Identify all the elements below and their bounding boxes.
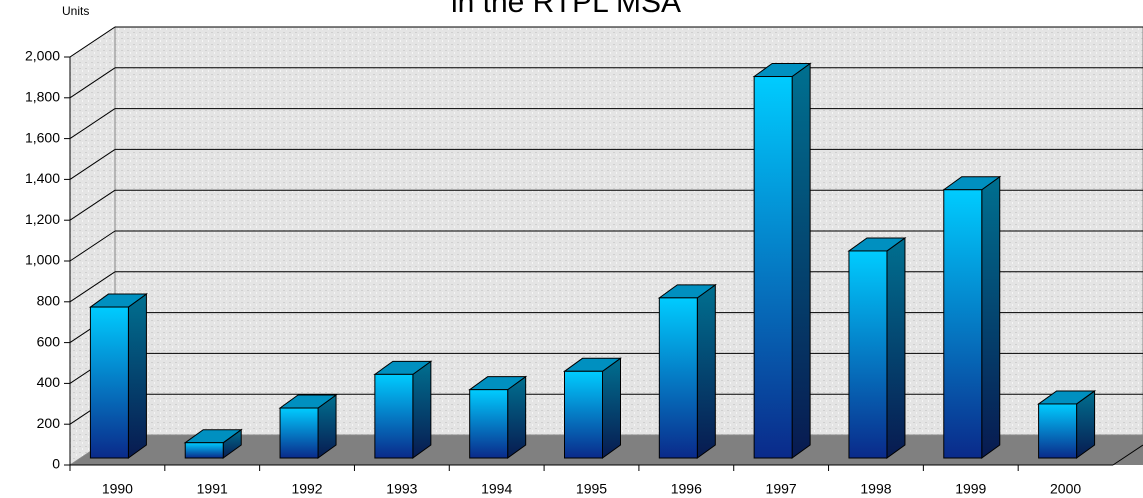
x-tick-label: 2000 [1050,481,1081,497]
y-tick-label: 2,000 [25,48,60,64]
grid-line [69,230,116,262]
x-tick-label: 1990 [102,481,133,497]
x-tick-label: 1991 [197,481,228,497]
bar [658,297,698,459]
x-tick-label: 1992 [291,481,322,497]
x-tick-label: 1997 [766,481,797,497]
x-tick-label: 1994 [481,481,512,497]
bar [848,250,888,459]
grid-line [69,108,116,140]
chart-title: in the RTPL MSA [451,0,681,19]
y-tick-label: 200 [37,415,61,431]
bar-side [127,293,147,459]
y-axis-label: Units [62,4,89,18]
y-tick-label: 800 [37,293,61,309]
y-tick-label: 1,600 [25,129,60,145]
y-tick-label: 1,800 [25,89,60,105]
bar-side [981,175,1001,459]
grid-line [69,148,116,180]
bar [89,306,129,459]
x-tick-label: 1999 [955,481,986,497]
y-tick-label: 1,000 [25,252,60,268]
bar [469,389,509,459]
bar [279,407,319,459]
bar-side [696,283,716,459]
bar-side [886,236,906,459]
grid-line [69,271,116,303]
grid-line [69,67,116,99]
bar [943,189,983,459]
bar [753,76,793,459]
grid-line [69,189,116,221]
x-tick-label: 1995 [576,481,607,497]
x-axis-depth [1112,444,1143,466]
y-tick-label: 1,400 [25,170,60,186]
bar-side [412,360,432,459]
bar-side [602,357,621,459]
y-tick-label: 600 [37,333,61,349]
y-tick-label: 0 [52,456,60,472]
bar-side [791,62,811,459]
x-tick-label: 1993 [386,481,417,497]
bar [564,370,603,459]
bar [184,442,224,459]
bar [374,373,414,459]
bar-side [507,375,527,459]
x-tick-label: 1996 [671,481,702,497]
y-tick-label: 1,200 [25,211,60,227]
grid-line [69,26,116,58]
bar [1038,403,1078,459]
y-tick-label: 400 [37,374,61,390]
x-tick-label: 1998 [860,481,891,497]
